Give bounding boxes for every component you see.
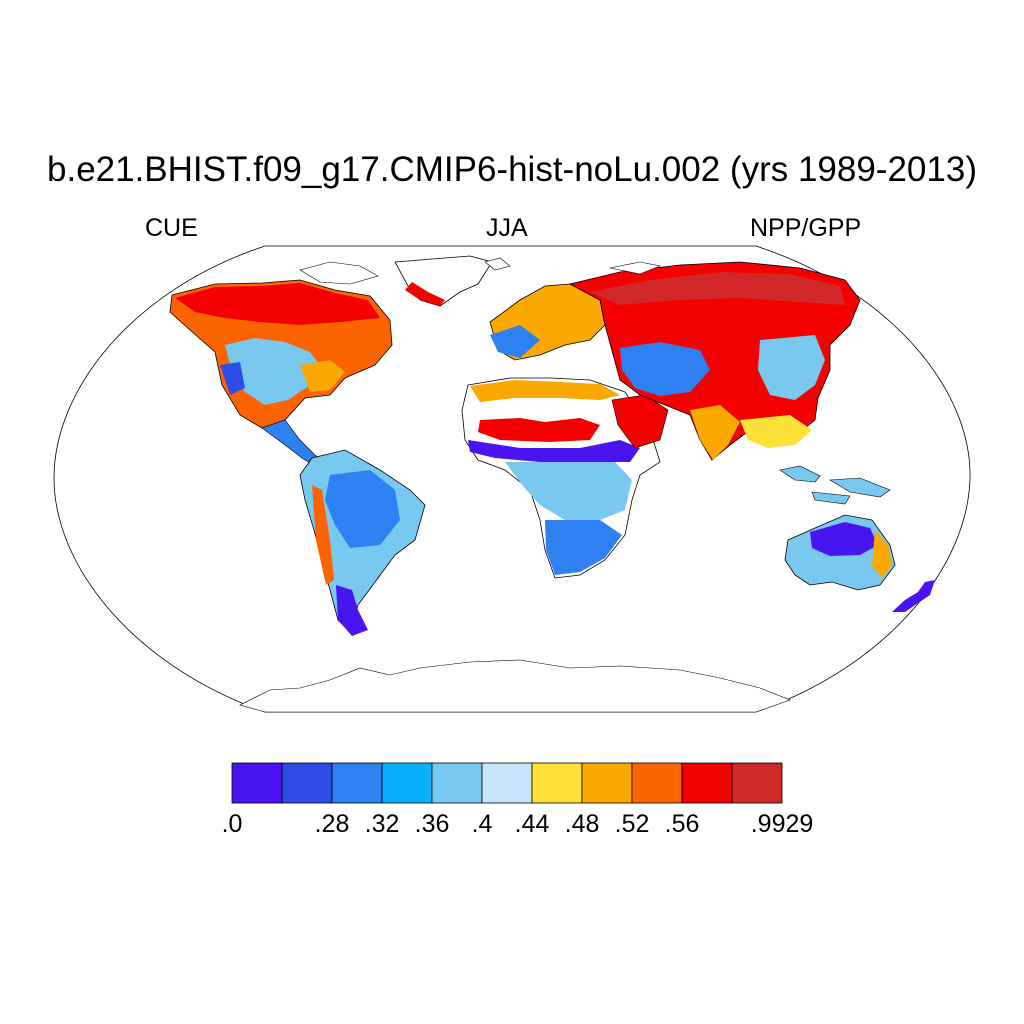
colorbar-box <box>381 762 433 804</box>
indonesia-islands <box>779 465 891 505</box>
africa-central <box>505 462 632 520</box>
arctic-islands-outline <box>299 257 662 285</box>
colorbar-tick-label: .28 <box>314 810 350 838</box>
colorbar-tick-label: .36 <box>414 810 450 838</box>
north-america-southwest <box>220 362 245 395</box>
colorbar-box <box>431 762 483 804</box>
colorbar <box>231 762 783 804</box>
africa-north-coast <box>470 380 620 402</box>
india-landmass <box>690 405 740 460</box>
colorbar-box <box>481 762 533 804</box>
season-label: JJA <box>486 214 528 242</box>
north-america-southeast <box>300 360 345 392</box>
australia-interior-dark <box>810 522 878 556</box>
europe-west <box>490 325 540 358</box>
colorbar-tick-label: .32 <box>364 810 400 838</box>
colorbar-box <box>631 762 683 804</box>
africa-sahel-blue-band <box>468 440 640 462</box>
colorbar-tick-label: .44 <box>514 810 550 838</box>
north-america-north-band <box>175 283 380 325</box>
colorbar-box <box>731 762 783 804</box>
greenland-coast-shading <box>405 282 445 306</box>
colorbar-tick-label: .48 <box>564 810 600 838</box>
plot-title: b.e21.BHIST.f09_g17.CMIP6-hist-noLu.002 … <box>47 150 977 189</box>
colorbar-box <box>581 762 633 804</box>
colorbar-tick-label: .52 <box>614 810 650 838</box>
colorbar-tick-label: .9929 <box>750 810 814 838</box>
asia-siberia-north <box>590 272 845 305</box>
africa-sahara-red-spots <box>478 418 600 442</box>
new-zealand-landmass <box>892 580 935 612</box>
australia-east-coast <box>872 530 892 578</box>
asia-east-mixed <box>758 335 825 400</box>
colorbar-tick-label: .56 <box>664 810 700 838</box>
south-america-amazon-core <box>325 470 400 548</box>
south-america-patagonia <box>336 585 368 636</box>
south-america-west-coast <box>312 485 334 585</box>
colorbar-box <box>331 762 383 804</box>
colorbar-box <box>231 762 283 804</box>
colorbar-tick-label: .0 <box>221 810 243 838</box>
colorbar-tick-label: .4 <box>471 810 493 838</box>
north-america-midlatitudes <box>225 338 322 405</box>
colorbar-box <box>531 762 583 804</box>
asia-southeast-yellow <box>740 415 812 448</box>
colorbar-box <box>281 762 333 804</box>
variable-label: CUE <box>145 214 198 242</box>
africa-southern <box>545 520 622 575</box>
asia-central-blue-region <box>620 342 710 396</box>
colorbar-box <box>681 762 733 804</box>
antarctica-outline <box>239 659 791 713</box>
units-label: NPP/GPP <box>750 214 862 242</box>
